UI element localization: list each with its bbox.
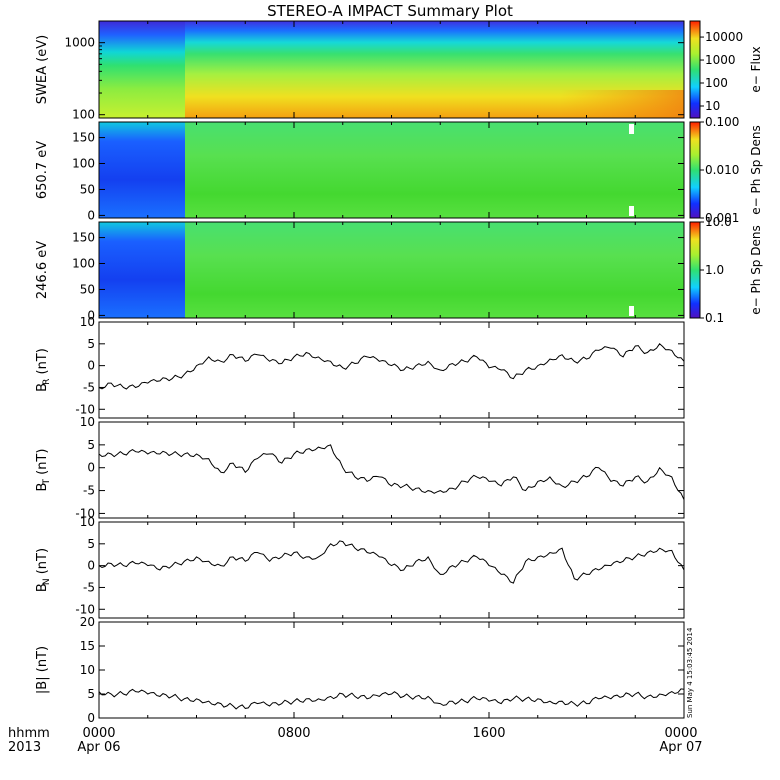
y-tick-label-4-3: 5: [87, 438, 95, 452]
y-tick-label-5-0: -10: [75, 602, 95, 616]
y-tick-label-6-1: 5: [87, 687, 95, 701]
colorbar-tick-label-0-1: 100: [705, 76, 728, 90]
line-panels: [98, 321, 685, 719]
y-tick-label-0-1: 1000: [64, 36, 95, 50]
year-label: 2013: [8, 740, 41, 755]
colorbar-label-2: e− Ph Sp Dens: [749, 225, 763, 314]
y-tick-label-3-4: 10: [80, 315, 95, 329]
bmag-frame: [98, 621, 685, 719]
y-tick-label-2-0: 0: [87, 308, 95, 322]
y-tick-label-3-0: -10: [75, 402, 95, 416]
y-tick-label-1-3: 150: [72, 131, 95, 145]
colorbar-tick-label-1-0: 0.001: [705, 211, 739, 225]
swea-early-interval: [99, 21, 185, 118]
plot-title: STEREO-A IMPACT Summary Plot: [267, 2, 513, 20]
y-tick-label-3-2: 0: [87, 359, 95, 373]
x-tick-label-1: 0800: [277, 726, 310, 741]
time-format-label: hhmm: [8, 726, 50, 741]
x-tick-label-2: 1600: [472, 726, 505, 741]
y-axis-label-0: SWEA (eV): [35, 35, 50, 104]
pad-650-early-interval: [99, 122, 185, 218]
pad-650-data-gap-top: [629, 124, 634, 134]
y-axis-label-5: BN (nT): [35, 548, 52, 592]
series-line-3: [98, 343, 685, 390]
colorbar-tick-label-0-2: 1000: [705, 53, 736, 67]
series-line-5: [98, 540, 685, 584]
y-tick-label-1-0: 0: [87, 208, 95, 222]
start-date-label: Apr 06: [77, 740, 120, 755]
y-tick-label-5-1: -5: [83, 580, 95, 594]
pad-246-early-interval: [99, 222, 185, 318]
y-tick-label-4-4: 10: [80, 415, 95, 429]
y-tick-label-3-3: 5: [87, 337, 95, 351]
y-axis-label-6: |B| (nT): [35, 646, 50, 694]
pad-246-colorbar: [689, 221, 701, 319]
colorbar-tick-label-0-3: 10000: [705, 30, 743, 44]
pad-650-panel: [98, 121, 685, 219]
pad-650-colorbar: [689, 121, 701, 219]
y-tick-label-1-2: 100: [72, 157, 95, 171]
colorbar-tick-label-2-0: 0.1: [705, 311, 724, 325]
colorbar-label-1: e− Ph Sp Dens: [749, 125, 763, 214]
y-tick-label-4-2: 0: [87, 461, 95, 475]
y-tick-label-4-0: -10: [75, 506, 95, 520]
colorbar-tick-label-2-1: 1.0: [705, 263, 724, 277]
pad-246-spectrogram: [99, 222, 684, 318]
y-tick-label-2-2: 100: [72, 257, 95, 271]
y-tick-label-3-1: -5: [83, 380, 95, 394]
y-tick-label-4-1: -5: [83, 484, 95, 498]
y-tick-label-6-4: 20: [80, 615, 95, 629]
bn-frame: [98, 521, 685, 619]
bt-frame: [98, 421, 685, 519]
colorbar-tick-label-1-1: 0.010: [705, 163, 739, 177]
x-tick-label-3: 0000: [664, 726, 697, 741]
y-tick-label-1-1: 50: [80, 182, 95, 196]
y-tick-label-0-0: 100: [72, 108, 95, 122]
colorbar-tick-label-0-0: 10: [705, 99, 720, 113]
colorbars: [689, 20, 701, 319]
y-axis-label-2: 246.6 eV: [35, 241, 50, 299]
y-tick-label-6-3: 15: [80, 639, 95, 653]
y-tick-label-5-3: 5: [87, 537, 95, 551]
pad-650-data-gap-bottom: [629, 206, 634, 216]
pad-246-data-gap: [629, 306, 634, 316]
pad-246-panel: [98, 221, 685, 319]
swea-panel: [98, 20, 685, 119]
y-tick-label-5-2: 0: [87, 559, 95, 573]
y-axis-label-4: BT (nT): [35, 449, 52, 492]
y-tick-label-2-1: 50: [80, 282, 95, 296]
y-axis-label-1: 650.7 eV: [35, 141, 50, 199]
x-tick-label-0: 0000: [82, 726, 115, 741]
br-frame: [98, 321, 685, 419]
end-date-label: Apr 07: [659, 740, 702, 755]
y-tick-label-5-4: 10: [80, 515, 95, 529]
y-axis-label-3: BR (nT): [35, 348, 52, 392]
y-tick-label-6-0: 0: [87, 711, 95, 725]
flux-colorbar: [689, 20, 701, 119]
y-tick-label-2-3: 150: [72, 231, 95, 245]
y-tick-label-6-2: 10: [80, 663, 95, 677]
colorbar-tick-label-2-2: 10.0: [705, 215, 732, 229]
swea-late-enhancement: [560, 90, 684, 118]
pad-650-spectrogram: [99, 122, 684, 218]
colorbar-tick-label-1-2: 0.100: [705, 115, 739, 129]
colorbar-label-0: e− Flux: [749, 46, 763, 92]
series-line-4: [98, 444, 685, 500]
series-line-6: [98, 688, 685, 710]
timestamp-label: Sun May 4 15:03:45 2014: [686, 627, 694, 718]
